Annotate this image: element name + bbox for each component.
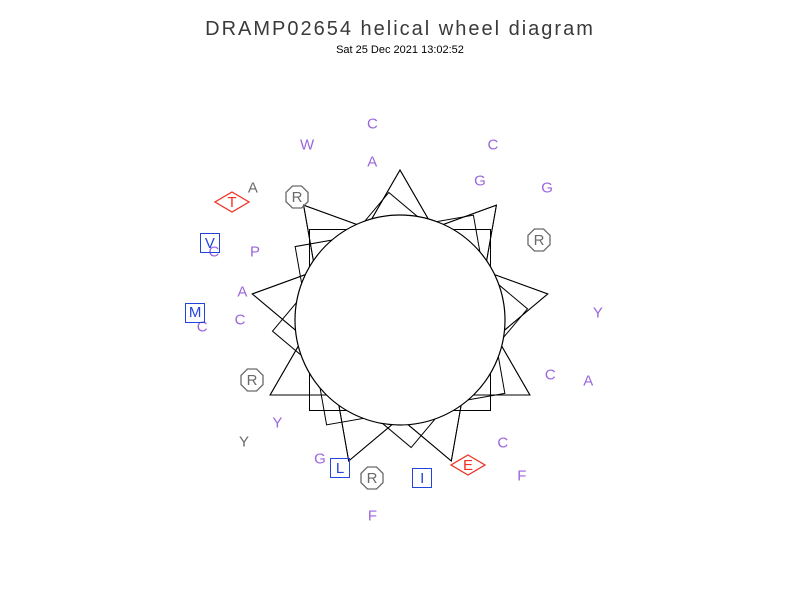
residue-label: Y: [239, 433, 249, 450]
helical-wheel-svg: [0, 0, 800, 600]
residue-label: F: [368, 508, 377, 525]
svg-text:R: R: [533, 232, 544, 249]
svg-text:R: R: [292, 189, 303, 206]
svg-text:E: E: [463, 457, 473, 474]
residue-label: G: [541, 179, 553, 196]
residue-label: F: [517, 468, 526, 485]
svg-text:R: R: [367, 470, 378, 487]
residue-octagon: R: [359, 465, 385, 491]
residue-octagon: R: [526, 227, 552, 253]
residue-label: A: [237, 284, 247, 301]
residue-square: M: [185, 303, 205, 323]
residue-octagon: R: [239, 367, 265, 393]
residue-octagon: R: [284, 184, 310, 210]
residue-label: A: [367, 154, 377, 171]
svg-text:T: T: [227, 194, 236, 211]
residue-label: G: [474, 173, 486, 190]
residue-label: Y: [593, 305, 603, 322]
residue-square: L: [330, 458, 350, 478]
residue-label: A: [583, 373, 593, 390]
residue-square: V: [200, 233, 220, 253]
residue-square: I: [412, 468, 432, 488]
residue-label: C: [367, 115, 378, 132]
residue-label: Y: [272, 414, 282, 431]
residue-label: C: [235, 312, 246, 329]
residue-label: C: [497, 434, 508, 451]
residue-label: C: [488, 137, 499, 154]
svg-text:R: R: [246, 372, 257, 389]
residue-label: C: [545, 366, 556, 383]
residue-label: P: [250, 244, 260, 261]
residue-label: W: [300, 137, 314, 154]
residue-diamond: T: [213, 190, 251, 214]
wheel-circle: [295, 215, 505, 425]
residue-diamond: E: [449, 453, 487, 477]
residue-label: G: [314, 450, 326, 467]
